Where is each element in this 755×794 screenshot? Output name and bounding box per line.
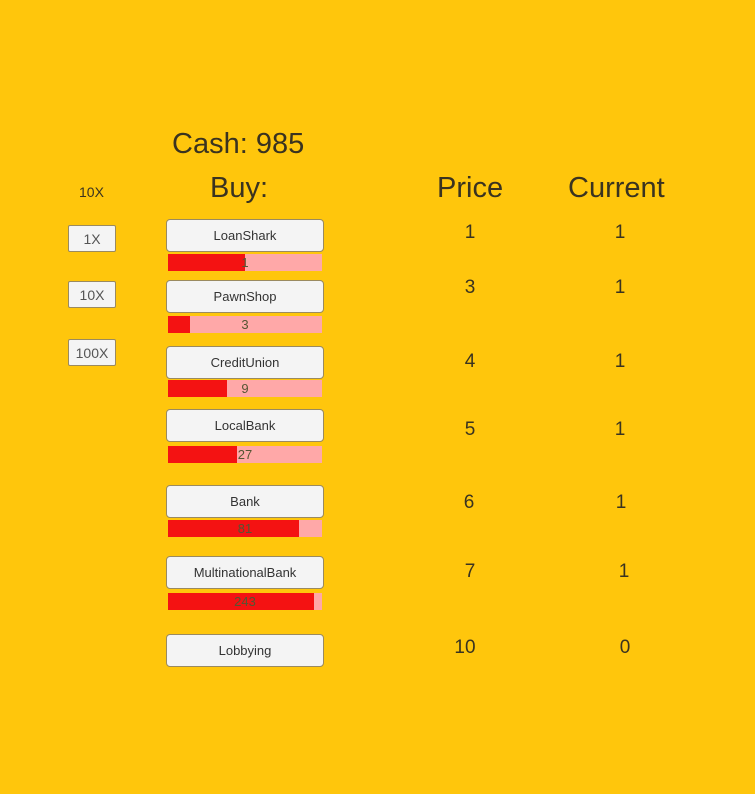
buy-button-label: Bank (230, 494, 260, 509)
progress-fill (168, 316, 190, 333)
buy-header: Buy: (210, 172, 269, 204)
buy-localbank-button[interactable]: LocalBank (166, 409, 324, 442)
multiplier-100x-button[interactable]: 100X (68, 339, 116, 366)
buy-button-label: LocalBank (214, 418, 276, 433)
progress-value: 3 (241, 317, 249, 332)
lobbying-price: 10 (454, 637, 476, 658)
multinationalbank-progress-bar: 243 (168, 593, 322, 610)
buy-button-label: LoanShark (213, 228, 277, 243)
buy-pawnshop-button[interactable]: PawnShop (166, 280, 324, 313)
buy-lobbying-button[interactable]: Lobbying (166, 634, 324, 667)
localbank-progress-bar: 27 (168, 446, 322, 463)
progress-value: 243 (234, 594, 256, 609)
pawnshop-progress-bar: 3 (168, 316, 322, 333)
buy-button-label: PawnShop (213, 289, 277, 304)
pawnshop-current: 1 (614, 277, 626, 298)
progress-value: 27 (237, 447, 253, 462)
buy-multinationalbank-button[interactable]: MultinationalBank (166, 556, 324, 589)
bank-current: 1 (615, 492, 627, 513)
lobbying-current: 0 (619, 637, 631, 658)
progress-value: 81 (237, 521, 253, 536)
localbank-price: 5 (464, 419, 476, 440)
buy-bank-button[interactable]: Bank (166, 485, 324, 518)
loanshark-price: 1 (464, 222, 476, 243)
current-multiplier: 10X (79, 184, 104, 200)
multinationalbank-current: 1 (618, 561, 630, 582)
progress-fill (168, 520, 299, 537)
price-header: Price (437, 172, 504, 204)
creditunion-price: 4 (464, 351, 476, 372)
bank-price: 6 (463, 492, 475, 513)
progress-fill (168, 593, 315, 610)
progress-fill (168, 254, 245, 271)
buy-button-label: MultinationalBank (193, 565, 297, 580)
bank-progress-bar: 81 (168, 520, 322, 537)
multiplier-10x-button[interactable]: 10X (68, 281, 116, 308)
cash-display: Cash: 985 (172, 128, 305, 160)
progress-value: 9 (241, 381, 249, 396)
multiplier-1x-button[interactable]: 1X (68, 225, 116, 252)
multinationalbank-price: 7 (464, 561, 476, 582)
current-header: Current (568, 172, 665, 204)
buy-button-label: Lobbying (218, 643, 272, 658)
creditunion-progress-bar: 9 (168, 380, 322, 397)
progress-value: 1 (241, 255, 249, 270)
pawnshop-price: 3 (464, 277, 476, 298)
loanshark-progress-bar: 1 (168, 254, 322, 271)
progress-fill (168, 380, 227, 397)
buy-button-label: CreditUnion (210, 355, 280, 370)
progress-fill (168, 446, 238, 463)
buy-creditunion-button[interactable]: CreditUnion (166, 346, 324, 379)
localbank-current: 1 (614, 419, 626, 440)
loanshark-current: 1 (614, 222, 626, 243)
creditunion-current: 1 (614, 351, 626, 372)
buy-loanshark-button[interactable]: LoanShark (166, 219, 324, 252)
